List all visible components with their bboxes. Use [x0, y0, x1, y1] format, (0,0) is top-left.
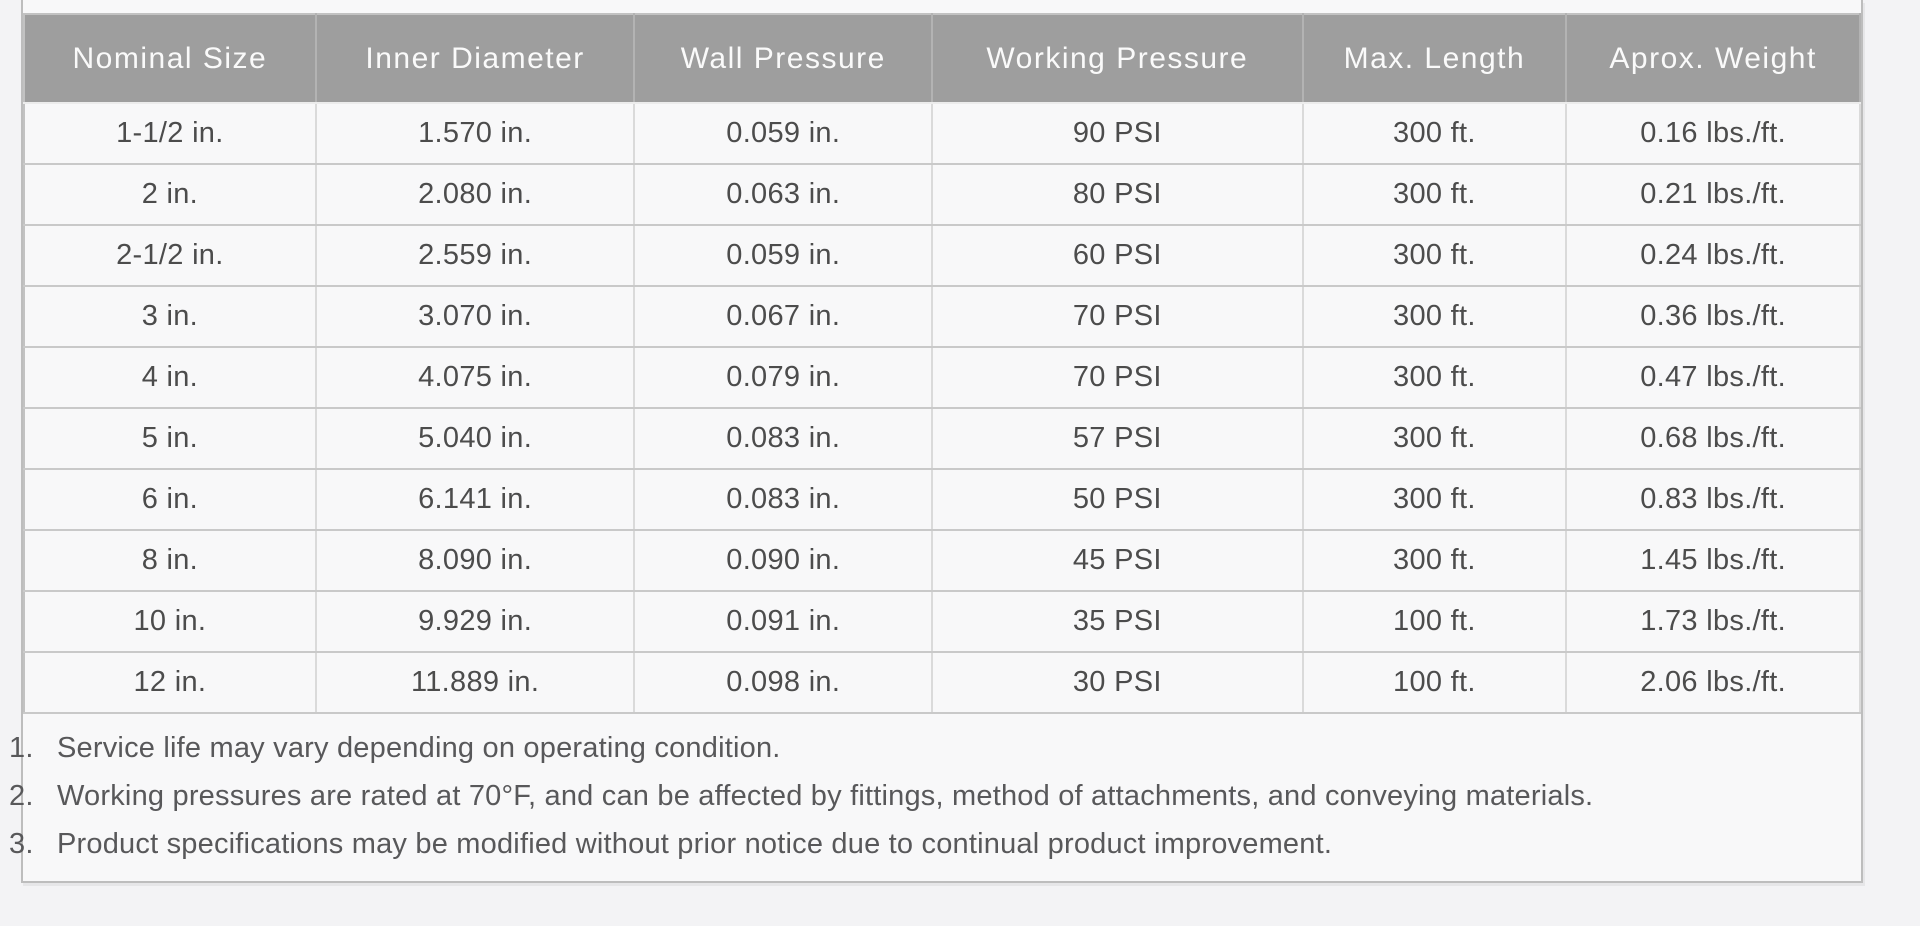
table-cell: 0.36 lbs./ft.: [1566, 286, 1861, 348]
note-text: Working pressures are rated at 70°F, and…: [57, 780, 1594, 812]
table-cell: 300 ft.: [1302, 347, 1568, 409]
table-cell: 80 PSI: [932, 164, 1304, 226]
table-cell: 300 ft.: [1302, 103, 1568, 165]
table-cell: 10 in.: [24, 591, 317, 653]
table-cell: 6 in.: [24, 469, 317, 531]
table-cell: 3.070 in.: [315, 286, 636, 348]
table-cell: 0.090 in.: [634, 530, 934, 592]
table-cell: 0.47 lbs./ft.: [1566, 347, 1861, 409]
table-cell: 300 ft.: [1302, 286, 1568, 348]
table-cell: 70 PSI: [932, 286, 1304, 348]
table-cell: 70 PSI: [932, 347, 1304, 409]
column-header: Inner Diameter: [315, 14, 636, 104]
table-cell: 100 ft.: [1302, 652, 1568, 714]
notes-list: 1. Service life may vary depending on ope…: [9, 724, 1861, 868]
note-number: 3.: [9, 828, 34, 860]
spec-table: Nominal Size Inner Diameter Wall Pressure W…: [23, 13, 1861, 714]
table-cell: 1.73 lbs./ft.: [1566, 591, 1861, 653]
table-cell: 45 PSI: [932, 530, 1304, 592]
table-cell: 300 ft.: [1302, 225, 1568, 287]
table-cell: 0.063 in.: [634, 164, 934, 226]
table-cell: 100 ft.: [1302, 591, 1568, 653]
table-cell: 0.059 in.: [634, 103, 934, 165]
table-row: 5 in. 5.040 in. 0.083 in. 57 PSI 300 ft. 0.68…: [24, 408, 1861, 470]
table-cell: 300 ft.: [1302, 164, 1568, 226]
table-cell: 1.570 in.: [315, 103, 636, 165]
table-cell: 300 ft.: [1302, 469, 1568, 531]
table-row: 2-1/2 in. 2.559 in. 0.059 in. 60 PSI 300 ft.…: [24, 225, 1861, 287]
table-cell: 0.091 in.: [634, 591, 934, 653]
column-header: Nominal Size: [24, 14, 317, 104]
table-cell: 0.067 in.: [634, 286, 934, 348]
table-cell: 5 in.: [24, 408, 317, 470]
note-item: 3. Product specifications may be modified…: [9, 820, 1861, 868]
table-cell: 2.080 in.: [315, 164, 636, 226]
note-text: Product specifications may be modified w…: [57, 828, 1333, 860]
table-cell: 3 in.: [24, 286, 317, 348]
table-cell: 0.83 lbs./ft.: [1566, 469, 1861, 531]
table-row: 8 in. 8.090 in. 0.090 in. 45 PSI 300 ft. 1.45…: [24, 530, 1861, 592]
table-cell: 6.141 in.: [315, 469, 636, 531]
table-row: 6 in. 6.141 in. 0.083 in. 50 PSI 300 ft. 0.83…: [24, 469, 1861, 531]
table-cell: 0.059 in.: [634, 225, 934, 287]
table-cell: 2 in.: [24, 164, 317, 226]
table-header: Nominal Size Inner Diameter Wall Pressure W…: [24, 14, 1861, 104]
table-cell: 0.21 lbs./ft.: [1566, 164, 1861, 226]
table-cell: 300 ft.: [1302, 530, 1568, 592]
table-cell: 11.889 in.: [315, 652, 636, 714]
table-cell: 1.45 lbs./ft.: [1566, 530, 1861, 592]
table-cell: 90 PSI: [932, 103, 1304, 165]
table-cell: 8.090 in.: [315, 530, 636, 592]
note-number: 1.: [9, 732, 34, 764]
table-cell: 0.083 in.: [634, 408, 934, 470]
table-cell: 0.16 lbs./ft.: [1566, 103, 1861, 165]
table-cell: 35 PSI: [932, 591, 1304, 653]
column-header: Working Pressure: [932, 14, 1304, 104]
table-cell: 0.68 lbs./ft.: [1566, 408, 1861, 470]
table-cell: 0.083 in.: [634, 469, 934, 531]
table-row: 4 in. 4.075 in. 0.079 in. 70 PSI 300 ft. 0.47…: [24, 347, 1861, 409]
table-row: 3 in. 3.070 in. 0.067 in. 70 PSI 300 ft. 0.36…: [24, 286, 1861, 348]
note-text: Service life may vary depending on opera…: [57, 732, 781, 764]
table-cell: 8 in.: [24, 530, 317, 592]
table-cell: 57 PSI: [932, 408, 1304, 470]
table-cell: 30 PSI: [932, 652, 1304, 714]
table-row: 10 in. 9.929 in. 0.091 in. 35 PSI 100 ft. 1.7…: [24, 591, 1861, 653]
table-row: 2 in. 2.080 in. 0.063 in. 80 PSI 300 ft. 0.21…: [24, 164, 1861, 226]
table-cell: 4 in.: [24, 347, 317, 409]
table-cell: 50 PSI: [932, 469, 1304, 531]
table-cell: 4.075 in.: [315, 347, 636, 409]
table-cell: 9.929 in.: [315, 591, 636, 653]
note-item: 2. Working pressures are rated at 70°F, a…: [9, 772, 1861, 820]
table-body: 1-1/2 in. 1.570 in. 0.059 in. 90 PSI 300 ft.…: [24, 103, 1861, 714]
note-item: 1. Service life may vary depending on ope…: [9, 724, 1861, 772]
table-cell: 0.24 lbs./ft.: [1566, 225, 1861, 287]
column-header: Max. Length: [1302, 14, 1568, 104]
table-cell: 5.040 in.: [315, 408, 636, 470]
column-header: Aprox. Weight: [1566, 14, 1861, 104]
table-cell: 0.098 in.: [634, 652, 934, 714]
table-row: 1-1/2 in. 1.570 in. 0.059 in. 90 PSI 300 ft.…: [24, 103, 1861, 165]
spec-panel: Nominal Size Inner Diameter Wall Pressure W…: [9, 0, 1863, 883]
note-number: 2.: [9, 780, 34, 812]
table-cell: 300 ft.: [1302, 408, 1568, 470]
table-cell: 0.079 in.: [634, 347, 934, 409]
table-cell: 1-1/2 in.: [24, 103, 317, 165]
table-cell: 2-1/2 in.: [24, 225, 317, 287]
table-row: 12 in. 11.889 in. 0.098 in. 30 PSI 100 ft. 2.…: [24, 652, 1861, 714]
column-header: Wall Pressure: [634, 14, 934, 104]
table-cell: 2.559 in.: [315, 225, 636, 287]
header-row: Nominal Size Inner Diameter Wall Pressure W…: [24, 14, 1861, 104]
table-cell: 2.06 lbs./ft.: [1566, 652, 1861, 714]
table-cell: 60 PSI: [932, 225, 1304, 287]
table-cell: 12 in.: [24, 652, 317, 714]
